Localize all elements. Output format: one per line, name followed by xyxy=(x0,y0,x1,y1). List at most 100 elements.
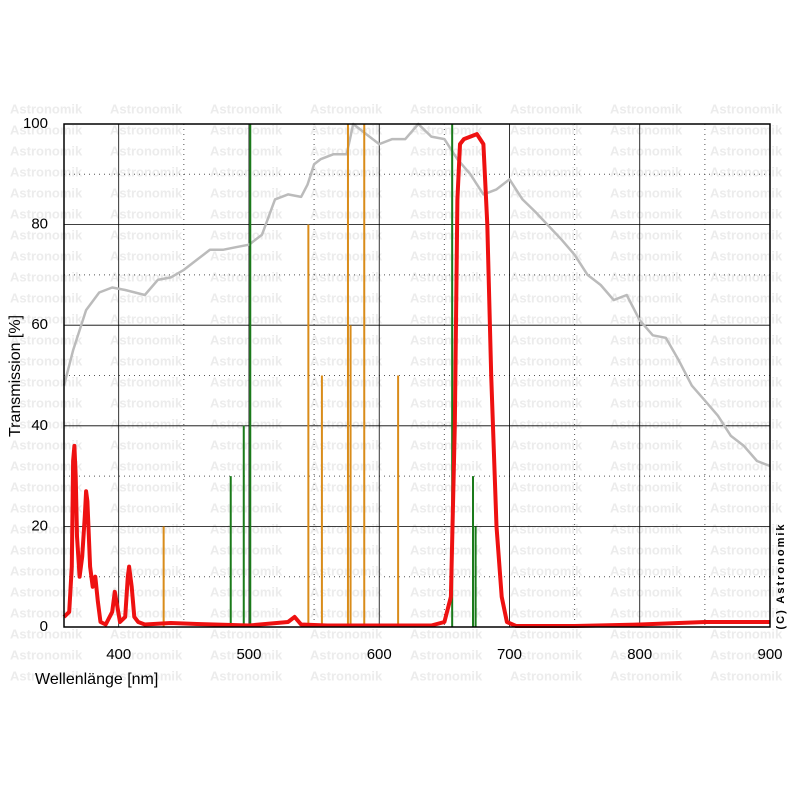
watermark: Astronomik xyxy=(610,353,683,368)
watermark: Astronomik xyxy=(110,122,183,137)
watermark: Astronomik xyxy=(310,626,383,641)
watermark: Astronomik xyxy=(310,647,383,662)
watermark: Astronomik xyxy=(410,563,483,578)
watermark: Astronomik xyxy=(210,626,283,641)
y-tick-label: 60 xyxy=(31,316,48,333)
watermark: Astronomik xyxy=(510,521,583,536)
x-tick-label: 400 xyxy=(106,646,131,663)
watermark: Astronomik xyxy=(610,563,683,578)
watermark: Astronomik xyxy=(10,647,83,662)
watermark: Astronomik xyxy=(210,521,283,536)
watermark: Astronomik xyxy=(110,542,183,557)
watermark: Astronomik xyxy=(510,374,583,389)
watermark: Astronomik xyxy=(710,164,783,179)
watermark: Astronomik xyxy=(710,290,783,305)
watermark: Astronomik xyxy=(710,542,783,557)
watermark: Astronomik xyxy=(510,437,583,452)
watermark: Astronomik xyxy=(110,353,183,368)
watermark: Astronomik xyxy=(410,227,483,242)
watermark: Astronomik xyxy=(710,416,783,431)
watermark: Astronomik xyxy=(210,101,283,116)
watermark: Astronomik xyxy=(610,122,683,137)
watermark: Astronomik xyxy=(110,227,183,242)
watermark: Astronomik xyxy=(610,101,683,116)
watermark: Astronomik xyxy=(410,206,483,221)
watermark: Astronomik xyxy=(710,227,783,242)
watermark: Astronomik xyxy=(110,584,183,599)
watermark: Astronomik xyxy=(210,395,283,410)
watermark: Astronomik xyxy=(310,332,383,347)
watermark: Astronomik xyxy=(610,269,683,284)
watermark: Astronomik xyxy=(610,290,683,305)
watermark: Astronomik xyxy=(110,437,183,452)
watermark: Astronomik xyxy=(10,143,83,158)
watermark: Astronomik xyxy=(410,584,483,599)
watermark: Astronomik xyxy=(310,668,383,683)
watermark: Astronomik xyxy=(410,668,483,683)
watermark: Astronomik xyxy=(210,437,283,452)
watermark: Astronomik xyxy=(710,437,783,452)
watermark: Astronomik xyxy=(10,185,83,200)
watermark: Astronomik xyxy=(410,353,483,368)
watermark: Astronomik xyxy=(510,290,583,305)
watermark: Astronomik xyxy=(210,248,283,263)
watermark: Astronomik xyxy=(610,206,683,221)
watermark: Astronomik xyxy=(510,542,583,557)
watermark: Astronomik xyxy=(610,668,683,683)
watermark: Astronomik xyxy=(10,626,83,641)
watermark: Astronomik xyxy=(510,584,583,599)
watermark: Astronomik xyxy=(510,416,583,431)
watermark: Astronomik xyxy=(610,416,683,431)
watermark: Astronomik xyxy=(610,143,683,158)
watermark: Astronomik xyxy=(510,248,583,263)
watermark: Astronomik xyxy=(210,122,283,137)
watermark: Astronomik xyxy=(610,395,683,410)
plot-frame xyxy=(63,123,771,628)
watermark: Astronomik xyxy=(410,521,483,536)
watermark: Astronomik xyxy=(110,626,183,641)
watermark: Astronomik xyxy=(510,164,583,179)
watermark: Astronomik xyxy=(110,101,183,116)
watermark: Astronomik xyxy=(710,668,783,683)
watermark: Astronomik xyxy=(710,353,783,368)
watermark: Astronomik xyxy=(210,332,283,347)
watermark: Astronomik xyxy=(510,206,583,221)
y-tick-label: 40 xyxy=(31,417,48,434)
watermark: Astronomik xyxy=(510,479,583,494)
watermark: Astronomik xyxy=(10,101,83,116)
watermark: Astronomik xyxy=(510,269,583,284)
watermark: Astronomik xyxy=(110,458,183,473)
series-line xyxy=(62,122,771,468)
watermark: Astronomik xyxy=(210,605,283,620)
watermark: Astronomik xyxy=(210,584,283,599)
watermark: Astronomik xyxy=(710,185,783,200)
watermark: Astronomik xyxy=(710,500,783,515)
watermark: Astronomik xyxy=(10,164,83,179)
x-tick-label: 900 xyxy=(757,646,782,663)
watermark: Astronomik xyxy=(110,185,183,200)
watermark: Astronomik xyxy=(10,290,83,305)
watermark: Astronomik xyxy=(210,353,283,368)
watermark: Astronomik xyxy=(110,311,183,326)
watermark: Astronomik xyxy=(610,164,683,179)
watermark: Astronomik xyxy=(610,374,683,389)
watermark: Astronomik xyxy=(310,206,383,221)
watermark: Astronomik xyxy=(410,269,483,284)
watermark: Astronomik xyxy=(710,605,783,620)
watermark: Astronomik xyxy=(110,479,183,494)
watermark: Astronomik xyxy=(210,374,283,389)
watermark: Astronomik xyxy=(610,647,683,662)
watermark: Astronomik xyxy=(510,500,583,515)
watermark: Astronomik xyxy=(710,563,783,578)
watermark: Astronomik xyxy=(110,563,183,578)
y-tick-label: 80 xyxy=(31,216,48,233)
watermark: Astronomik xyxy=(110,395,183,410)
watermark: Astronomik xyxy=(510,563,583,578)
watermark: Astronomik xyxy=(510,647,583,662)
watermark: Astronomik xyxy=(310,185,383,200)
watermark: Astronomik xyxy=(710,332,783,347)
watermark: Astronomik xyxy=(10,269,83,284)
watermark: Astronomik xyxy=(210,500,283,515)
watermark: Astronomik xyxy=(610,332,683,347)
